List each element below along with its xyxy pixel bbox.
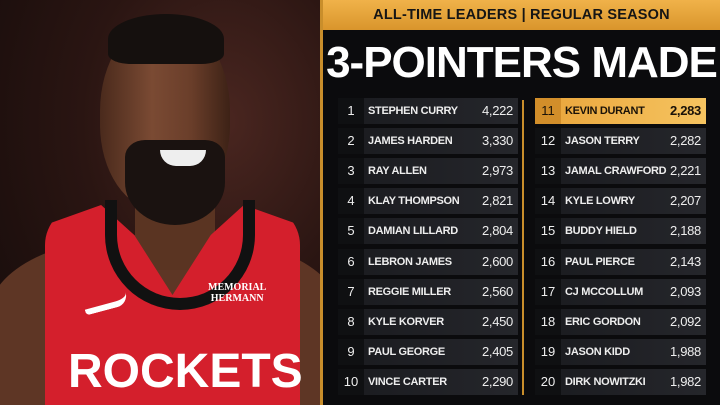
table-row: 8 KYLE KORVER 2,450 — [338, 308, 518, 335]
table-row: 12 JASON TERRY 2,282 — [535, 128, 706, 155]
table-row: 4 KLAY THOMPSON 2,821 — [338, 188, 518, 215]
rank: 8 — [338, 308, 364, 335]
player-name: PAUL GEORGE — [368, 345, 445, 358]
table-row: 19 JASON KIDD 1,988 — [535, 338, 706, 365]
player-name: ERIC GORDON — [565, 315, 641, 328]
three-pointers-value: 2,283 — [669, 103, 701, 118]
three-pointers-value: 3,330 — [481, 133, 513, 149]
page-title: 3-POINTERS MADE — [326, 38, 718, 87]
player-name: BUDDY HIELD — [565, 225, 637, 238]
three-pointers-value: 2,973 — [481, 163, 513, 179]
player-name: PAUL PIERCE — [565, 255, 635, 268]
rank: 16 — [535, 248, 561, 275]
three-pointers-value: 2,093 — [669, 283, 701, 299]
player-name: LEBRON JAMES — [368, 255, 452, 268]
three-pointers-value: 2,405 — [481, 343, 513, 359]
table-row: 15 BUDDY HIELD 2,188 — [535, 218, 706, 245]
player-hair — [108, 14, 224, 64]
rank: 18 — [535, 308, 561, 335]
player-name: DIRK NOWITZKI — [565, 375, 646, 388]
table-row: 13 JAMAL CRAWFORD 2,221 — [535, 158, 706, 185]
player-name: JASON KIDD — [565, 345, 630, 358]
rank: 14 — [535, 188, 561, 215]
three-pointers-value: 2,600 — [481, 253, 513, 269]
player-name: VINCE CARTER — [368, 375, 447, 388]
table-row: 6 LEBRON JAMES 2,600 — [338, 248, 518, 275]
rank: 17 — [535, 278, 561, 305]
jersey-text: ROCKETS — [68, 345, 303, 398]
rank: 1 — [338, 98, 364, 124]
rank: 9 — [338, 338, 364, 365]
player-name: KYLE KORVER — [368, 315, 444, 328]
rank: 12 — [535, 128, 561, 155]
three-pointers-value: 2,092 — [669, 313, 701, 329]
table-row: 20 DIRK NOWITZKI 1,982 — [535, 368, 706, 395]
sponsor-line-2: HERMANN — [210, 293, 264, 304]
table-row: 2 JAMES HARDEN 3,330 — [338, 128, 518, 155]
player-name: REGGIE MILLER — [368, 285, 451, 298]
player-name: JAMAL CRAWFORD — [565, 165, 667, 178]
player-name: CJ MCCOLLUM — [565, 285, 643, 298]
rank: 2 — [338, 128, 364, 155]
table-row: 3 RAY ALLEN 2,973 — [338, 158, 518, 185]
table-row: 18 ERIC GORDON 2,092 — [535, 308, 706, 335]
three-pointers-value: 2,450 — [481, 313, 513, 329]
table-row: 9 PAUL GEORGE 2,405 — [338, 338, 518, 365]
player-name: KYLE LOWRY — [565, 195, 635, 208]
player-name: KEVIN DURANT — [565, 105, 645, 117]
three-pointers-value: 2,560 — [481, 283, 513, 299]
sponsor-line-1: MEMORIAL — [208, 282, 267, 293]
jersey-sponsor: MEMORIAL HERMANN — [208, 282, 266, 304]
player-name: STEPHEN CURRY — [368, 105, 458, 117]
three-pointers-value: 2,290 — [481, 373, 513, 389]
table-row: 14 KYLE LOWRY 2,207 — [535, 188, 706, 215]
rank: 20 — [535, 368, 561, 395]
rank: 10 — [338, 368, 364, 395]
player-smile — [160, 150, 206, 166]
table-row: 1 STEPHEN CURRY 4,222 — [338, 98, 518, 124]
three-pointers-value: 2,821 — [481, 193, 513, 209]
rank: 4 — [338, 188, 364, 215]
three-pointers-value: 2,143 — [669, 253, 701, 269]
rank: 6 — [338, 248, 364, 275]
column-divider — [522, 100, 524, 395]
rank: 7 — [338, 278, 364, 305]
three-pointers-value: 2,188 — [669, 223, 701, 239]
table-row: 5 DAMIAN LILLARD 2,804 — [338, 218, 518, 245]
three-pointers-value: 2,804 — [481, 223, 513, 239]
player-name: DAMIAN LILLARD — [368, 225, 458, 238]
leaders-panel: ALL-TIME LEADERS | REGULAR SEASON 3-POIN… — [320, 0, 720, 405]
table-row: 7 REGGIE MILLER 2,560 — [338, 278, 518, 305]
player-name: RAY ALLEN — [368, 165, 427, 178]
three-pointers-value: 2,207 — [669, 193, 701, 209]
player-name: JAMES HARDEN — [368, 135, 453, 148]
player-photo: MEMORIAL HERMANN ROCKETS — [0, 0, 320, 405]
rank: 5 — [338, 218, 364, 245]
banner: ALL-TIME LEADERS | REGULAR SEASON — [323, 0, 720, 30]
three-pointers-value: 1,988 — [669, 343, 701, 359]
player-name: KLAY THOMPSON — [368, 195, 460, 208]
table-row: 10 VINCE CARTER 2,290 — [338, 368, 518, 395]
rank: 11 — [535, 98, 561, 124]
rank: 15 — [535, 218, 561, 245]
rank: 19 — [535, 338, 561, 365]
rank: 13 — [535, 158, 561, 185]
table-row: 11 KEVIN DURANT 2,283 — [535, 98, 706, 124]
three-pointers-value: 2,221 — [669, 163, 701, 179]
three-pointers-value: 4,222 — [481, 103, 513, 118]
rank: 3 — [338, 158, 364, 185]
three-pointers-value: 1,982 — [669, 373, 701, 389]
three-pointers-value: 2,282 — [669, 133, 701, 149]
player-name: JASON TERRY — [565, 135, 640, 148]
table-row: 17 CJ MCCOLLUM 2,093 — [535, 278, 706, 305]
table-row: 16 PAUL PIERCE 2,143 — [535, 248, 706, 275]
